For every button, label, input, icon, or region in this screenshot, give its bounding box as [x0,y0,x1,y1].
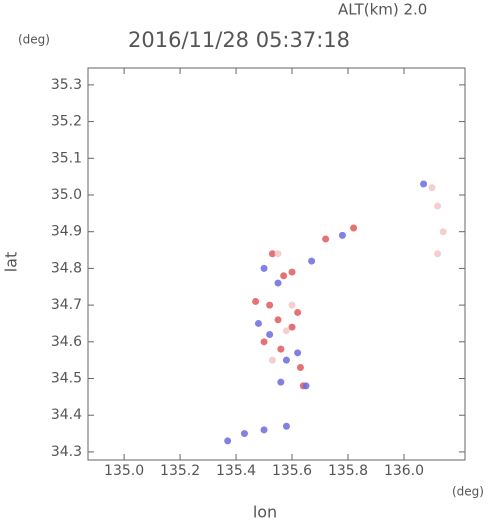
data-point [274,279,282,287]
data-point [280,272,288,280]
data-point [260,338,268,346]
data-point [288,268,296,276]
data-point [434,202,442,210]
data-point [252,297,260,305]
x-tick-label: 135.2 [160,463,200,479]
data-point [420,180,428,188]
data-point [322,235,330,243]
y-tick-label: 34.8 [51,260,82,276]
data-point [294,349,302,357]
data-point [274,316,282,324]
data-point [282,327,290,335]
y-tick-label: 34.4 [51,407,82,423]
data-point [288,301,296,309]
data-point [282,356,290,364]
data-point [428,184,436,192]
y-tick-label: 34.3 [51,444,82,460]
data-point [282,422,290,430]
y-axis-label: lat [2,252,21,273]
y-tick-label: 35.3 [51,77,82,93]
x-tick-label: 135.6 [272,463,312,479]
data-point [266,301,274,309]
data-point [302,382,310,390]
x-tick-label: 135.0 [104,463,144,479]
data-point [274,250,282,258]
altitude-label: ALT(km) 2.0 [338,1,427,19]
y-tick-label: 35.1 [51,150,82,166]
y-tick-label: 34.7 [51,297,82,313]
x-axis-label: lon [253,503,277,521]
data-point [254,319,262,327]
data-point [277,345,285,353]
data-point [260,426,268,434]
data-point [338,231,346,239]
y-unit: (deg) [18,33,50,47]
data-point [296,364,304,372]
y-tick-label: 35.2 [51,114,82,130]
y-tick-label: 34.9 [51,224,82,240]
x-tick-label: 136.0 [384,463,424,479]
data-point [439,228,447,236]
y-tick-label: 34.5 [51,371,82,387]
data-point [240,430,248,438]
data-point [434,250,442,258]
x-tick-label: 135.4 [216,463,256,479]
plot-frame [87,67,466,461]
data-point [268,356,276,364]
chart-title: 2016/11/28 05:37:18 [128,28,350,52]
x-unit: (deg) [452,485,484,499]
data-point [308,257,316,265]
data-point [224,437,232,445]
y-tick-label: 35.0 [51,187,82,203]
data-point [294,308,302,316]
data-point [350,224,358,232]
y-tick-label: 34.6 [51,334,82,350]
data-point [260,264,268,272]
data-point [268,250,276,258]
data-point [277,378,285,386]
x-tick-label: 135.8 [328,463,368,479]
data-point [266,330,274,338]
data-point [288,323,296,331]
